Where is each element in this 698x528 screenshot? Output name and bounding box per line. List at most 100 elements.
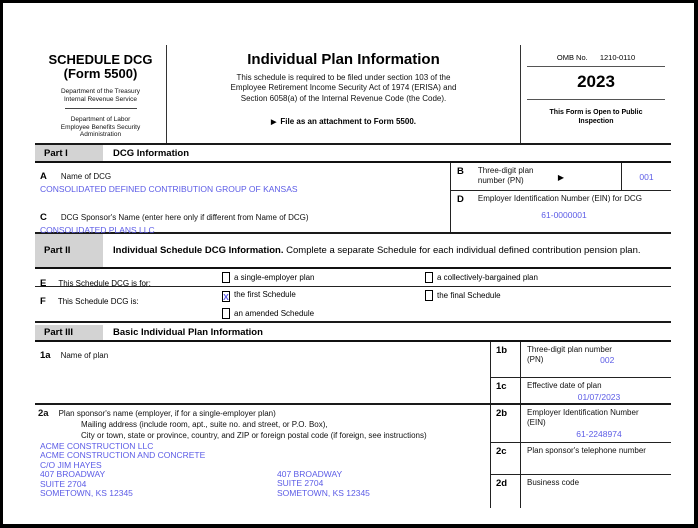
field-c-letter: C [40, 212, 47, 223]
field-2a-number: 2a [38, 408, 49, 419]
option-single-employer: a single-employer plan [222, 272, 315, 283]
field-f-letter: F [40, 296, 46, 307]
dcg-sponsor-name-value[interactable]: CONSOLIDATED PLANS LLC [40, 225, 155, 235]
header-center-block: Individual Plan Information This schedul… [166, 45, 521, 143]
field-2b-number: 2b [491, 405, 521, 442]
agency-labor: Department of Labor Employee Benefits Se… [60, 116, 141, 138]
arrow-right-icon: ▶ [557, 173, 565, 182]
field-2a-cell: 2a Plan sponsor's name (employer, if for … [35, 405, 491, 508]
dcg-ein-value[interactable]: 61-0000001 [541, 210, 587, 220]
field-d-label: Employer Identification Number (EIN) for… [477, 194, 642, 203]
name-of-dcg-value[interactable]: CONSOLIDATED DEFINED CONTRIBUTION GROUP … [40, 184, 298, 194]
field-2a-label-line2: Mailing address (include room, apt., sui… [81, 420, 328, 429]
checkbox-first-schedule[interactable]: X [222, 291, 230, 302]
schedule-dcg-form: SCHEDULE DCG (Form 5500) Department of t… [35, 45, 671, 524]
field-e-letter: E [40, 278, 47, 289]
part3-header: Part III Basic Individual Plan Informati… [35, 323, 671, 342]
field-2c-number: 2c [491, 443, 521, 474]
field-2b-row: 2b Employer Identification Number (EIN) … [491, 405, 671, 443]
sponsor-ein-value[interactable]: 61-2248974 [576, 429, 622, 439]
field-2a-label-line1: Plan sponsor's name (employer, if for a … [58, 409, 276, 418]
form-number: (Form 5500) [63, 66, 138, 81]
sponsor-address2-value[interactable]: 407 BROADWAY SUITE 2704 SOMETOWN, KS 123… [277, 469, 370, 498]
row-1: 1a Name of plan 1b Three-digit plan numbe… [35, 342, 671, 405]
divider [64, 108, 137, 109]
sponsor-name-address-value[interactable]: ACME CONSTRUCTION LLC ACME CONSTRUCTION … [40, 441, 206, 499]
page-title: Individual Plan Information [247, 51, 440, 68]
header-left-block: SCHEDULE DCG (Form 5500) Department of t… [35, 45, 166, 143]
field-a-letter: A [40, 171, 47, 182]
option-collectively-bargained: a collectively-bargained plan [425, 272, 538, 283]
sponsor-address-block: ACME CONSTRUCTION LLC ACME CONSTRUCTION … [40, 441, 490, 499]
row1-right-column: 1b Three-digit plan number (PN) 002 1c E… [491, 342, 671, 403]
field-1a-label: Name of plan [60, 351, 109, 360]
field-2c-label: Plan sponsor's telephone number [527, 446, 646, 455]
field-d-letter: D [457, 194, 464, 205]
field-2d-label: Business code [527, 478, 580, 487]
divider [527, 99, 665, 100]
form-year: 2023 [577, 72, 615, 91]
part3-label: Part III [35, 325, 103, 340]
field-2d-row: 2d Business code [491, 475, 671, 508]
field-2a-label-line3: City or town, state or province, country… [81, 431, 427, 440]
option-final-schedule: the final Schedule [425, 290, 501, 301]
field-b-row: B Three-digit plan number (PN) ▶ 001 [451, 163, 671, 191]
part1-left-column: A Name of DCG CONSOLIDATED DEFINED CONTRI… [35, 163, 450, 235]
field-e-row: E This Schedule DCG is for: a single-empl… [35, 269, 671, 289]
field-2b-label-line1: Employer Identification Number [527, 408, 639, 417]
arrow-right-icon: ▶ [271, 118, 277, 126]
part1-right-column: B Three-digit plan number (PN) ▶ 001 D E… [450, 163, 671, 232]
field-a-row: A Name of DCG [40, 166, 450, 184]
field-2b-label-line2: (EIN) [527, 418, 546, 427]
field-1a-number: 1a [40, 350, 51, 361]
form-page: SCHEDULE DCG (Form 5500) Department of t… [3, 3, 694, 524]
field-b-letter: B [457, 166, 464, 177]
part1-header: Part I DCG Information [35, 145, 671, 163]
field-b-label: Three-digit plan number (PN) [477, 166, 534, 185]
option-amended-schedule: an amended Schedule [222, 308, 314, 319]
header-right-block: OMB No. 1210-0110 2023 This Form is Open… [521, 45, 671, 143]
field-c-row: C DCG Sponsor's Name (enter here only if … [40, 207, 450, 225]
part1-body: A Name of DCG CONSOLIDATED DEFINED CONTRI… [35, 163, 671, 235]
field-1c-row: 1c Effective date of plan 01/07/2023 [491, 377, 671, 403]
field-2d-number: 2d [491, 475, 521, 508]
form-header: SCHEDULE DCG (Form 5500) Department of t… [35, 45, 671, 145]
field-d-row: D Employer Identification Number (EIN) f… [451, 191, 671, 232]
part2-header: Part II Individual Schedule DCG Informat… [35, 234, 671, 269]
effective-date-value[interactable]: 01/07/2023 [577, 391, 621, 402]
field-1c-label: Effective date of plan [527, 380, 602, 390]
plan-number-pn-value[interactable]: 002 [600, 355, 615, 365]
part2-title: Individual Schedule DCG Information. Com… [113, 244, 641, 256]
part1-title: DCG Information [113, 147, 189, 159]
field-a-label: Name of DCG [60, 172, 112, 181]
public-inspection-note: This Form is Open to Public Inspection [549, 109, 643, 125]
agency-treasury: Department of the Treasury Internal Reve… [60, 88, 141, 103]
field-1b-row: 1b Three-digit plan number (PN) 002 [491, 342, 671, 378]
part1-label: Part I [35, 145, 103, 161]
field-1b-number: 1b [491, 342, 521, 377]
checkbox-single-employer-plan[interactable] [222, 272, 230, 283]
omb-number-row: OMB No. 1210-0110 [521, 45, 671, 66]
row-2: 2a Plan sponsor's name (employer, if for … [35, 405, 671, 508]
field-c-label: DCG Sponsor's Name (enter here only if d… [60, 213, 309, 222]
field-1b-label-line2: (PN) [527, 355, 544, 364]
field-2c-row: 2c Plan sponsor's telephone number [491, 443, 671, 475]
schedule-title: SCHEDULE DCG [48, 52, 153, 67]
field-e-label: This Schedule DCG is for: [58, 279, 151, 288]
dcg-plan-number-value[interactable]: 001 [621, 163, 671, 190]
omb-label: OMB No. [556, 53, 588, 62]
omb-number: 1210-0110 [599, 53, 636, 62]
divider [527, 66, 665, 67]
checkbox-collectively-bargained-plan[interactable] [425, 272, 433, 283]
checkbox-final-schedule[interactable] [425, 290, 433, 301]
field-f-label: This Schedule DCG is: [57, 297, 139, 306]
field-1a-cell: 1a Name of plan [35, 342, 491, 403]
part2-label: Part II [35, 234, 103, 267]
row2-right-column: 2b Employer Identification Number (EIN) … [491, 405, 671, 508]
file-attachment-note: ▶ File as an attachment to Form 5500. [271, 116, 416, 126]
form-subtitle: This schedule is required to be filed un… [230, 73, 457, 103]
checkbox-amended-schedule[interactable] [222, 308, 230, 319]
field-1c-number: 1c [491, 377, 521, 403]
